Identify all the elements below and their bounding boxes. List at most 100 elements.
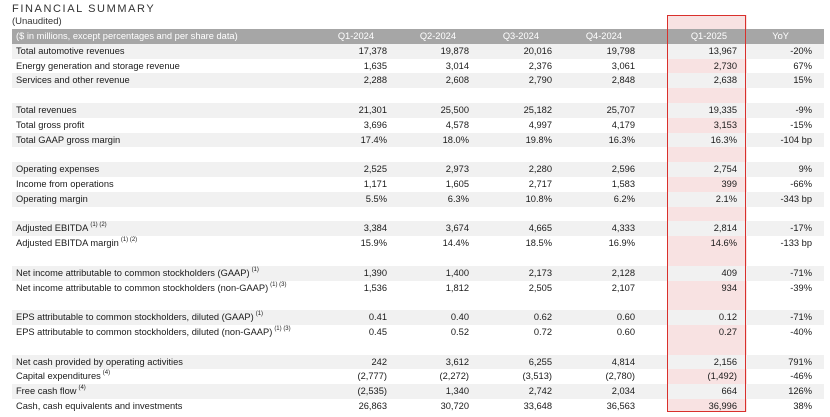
row-label: Adjusted EBITDA margin (1) (2) [16,236,137,251]
cell-q3-2024: 2,505 [528,282,552,293]
cell-q1-2024: (2,535) [357,386,387,397]
column-header-q4-2024: Q4-2024 [585,31,622,41]
cell-q1-2025: 934 [721,282,737,293]
row-label: Net income attributable to common stockh… [16,281,287,296]
cell-q1-2025: 409 [721,267,737,278]
cell-q4-2024: 6.2% [613,193,635,204]
cell-yoy: -46% [790,371,812,382]
column-header-label: ($ in millions, except percentages and p… [16,31,238,41]
cell-q1-2025: 19,335 [708,104,737,115]
cell-q3-2024: 0.72 [533,326,552,337]
cell-q1-2024: 21,301 [358,104,387,115]
cell-q1-2024: 242 [371,356,387,367]
column-header-q1-2025: Q1-2025 [690,31,727,41]
footnote-marker: (1) [251,266,259,273]
row-label-text: EPS attributable to common stockholders,… [16,326,273,337]
cell-q1-2025: 2,156 [713,356,737,367]
cell-q4-2024: 36,563 [606,400,635,411]
cell-q4-2024: 2,107 [611,282,635,293]
row-label-text: Operating margin [16,193,88,204]
cell-yoy: 791% [788,356,812,367]
cell-yoy: -104 bp [780,134,812,145]
table-row: Cash, cash equivalents and investments 26… [12,399,824,414]
row-label-text: Free cash flow [16,386,77,397]
column-header-q1-2024: Q1-2024 [337,31,374,41]
table-row: EPS attributable to common stockholders,… [12,325,824,340]
table-row: Operating expenses 2,525 2,973 2,280 2,596 2,… [12,162,824,177]
table-row: Net income attributable to common stockh… [12,265,824,281]
cell-q4-2024: 25,707 [606,104,635,115]
cell-q3-2024: 33,648 [523,400,552,411]
table-row: Operating margin 5.5% 6.3% 10.8% 6.2% 2.1% -34… [12,191,824,207]
cell-yoy: -343 bp [780,193,812,204]
row-label-text: Energy generation and storage revenue [16,60,180,71]
cell-q2-2024: 18.0% [442,134,469,145]
cell-q1-2024: 3,384 [363,223,387,234]
cell-q1-2024: 2,288 [363,75,387,86]
financial-summary-table: ($ in millions, except percentages and p… [12,29,824,414]
cell-q1-2025: 14.6% [710,238,737,249]
row-label: Total GAAP gross margin [16,133,122,148]
cell-q2-2024: 2,973 [445,164,469,175]
cell-q3-2024: 0.62 [533,312,552,323]
row-label-text: Total gross profit [16,119,85,130]
row-label: Income from operations [16,177,116,192]
row-label: Net cash provided by operating activitie… [16,355,185,370]
table-row: Adjusted EBITDA (1) (2) 3,384 3,674 4,665 4,3… [12,221,824,237]
cell-q1-2025: 13,967 [708,45,737,56]
row-label-text: Adjusted EBITDA margin [16,238,119,249]
row-label-text: Net income attributable to common stockh… [16,282,269,293]
table-row: EPS attributable to common stockholders,… [12,310,824,325]
cell-q4-2024: 0.60 [616,312,635,323]
cell-q1-2024: 26,863 [358,400,387,411]
cell-q1-2024: 0.45 [368,326,387,337]
cell-q4-2024: (2,780) [605,371,635,382]
cell-q1-2024: 17.4% [360,134,387,145]
table-row: Services and other revenue 2,288 2,608 2,79… [12,73,824,89]
cell-q3-2024: 20,016 [523,45,552,56]
cell-q3-2024: 4,665 [528,223,552,234]
cell-q2-2024: 30,720 [440,400,469,411]
row-label-text: Net cash provided by operating activitie… [16,356,183,367]
cell-q1-2025: 2,730 [713,60,737,71]
footnote-marker: (1) (3) [270,281,287,288]
cell-q3-2024: (3,513) [522,371,552,382]
footnote-marker: (1) (2) [120,237,138,244]
row-label: EPS attributable to common stockholders,… [16,310,263,325]
row-label: Free cash flow (4) [16,384,86,399]
cell-q1-2025: 3,153 [713,119,737,130]
cell-q2-2024: 6.3% [447,193,469,204]
cell-q1-2025: 0.27 [718,326,737,337]
cell-q3-2024: 2,742 [528,386,552,397]
row-label-text: EPS attributable to common stockholders,… [16,312,254,323]
cell-q2-2024: 4,578 [445,119,469,130]
row-label: Adjusted EBITDA (1) (2) [16,221,107,236]
cell-q4-2024: 4,814 [611,356,635,367]
cell-q1-2025: 2.1% [715,193,737,204]
cell-q2-2024: 1,340 [445,386,469,397]
row-label: Operating expenses [16,162,101,177]
row-label-text: Services and other revenue [16,75,130,86]
cell-q2-2024: 1,812 [445,282,469,293]
cell-yoy: 126% [788,386,812,397]
row-label: Total automotive revenues [16,44,127,59]
table-row: Total revenues 21,301 25,500 25,182 25,707 19… [12,102,824,118]
cell-q1-2024: 0.41 [368,312,387,323]
cell-q4-2024: 2,596 [611,164,635,175]
cell-q2-2024: 3,612 [445,356,469,367]
row-label-text: Adjusted EBITDA [16,223,89,234]
table-row: Free cash flow (4) (2,535) 1,340 2,742 2,034 6… [12,384,824,399]
row-label: Operating margin [16,192,90,207]
cell-q4-2024: 0.60 [616,326,635,337]
cell-yoy: -71% [790,312,812,323]
cell-yoy: 15% [793,75,812,86]
cell-q1-2025: 36,996 [708,400,737,411]
cell-q3-2024: 2,173 [528,267,552,278]
cell-yoy: -133 bp [780,238,812,249]
row-label: Energy generation and storage revenue [16,59,182,74]
footnote-marker: (1) (2) [90,222,107,229]
row-label-text: Net income attributable to common stockh… [16,267,250,278]
cell-q2-2024: 0.52 [450,326,469,337]
cell-q4-2024: 16.9% [608,238,635,249]
cell-q3-2024: 18.5% [525,238,552,249]
